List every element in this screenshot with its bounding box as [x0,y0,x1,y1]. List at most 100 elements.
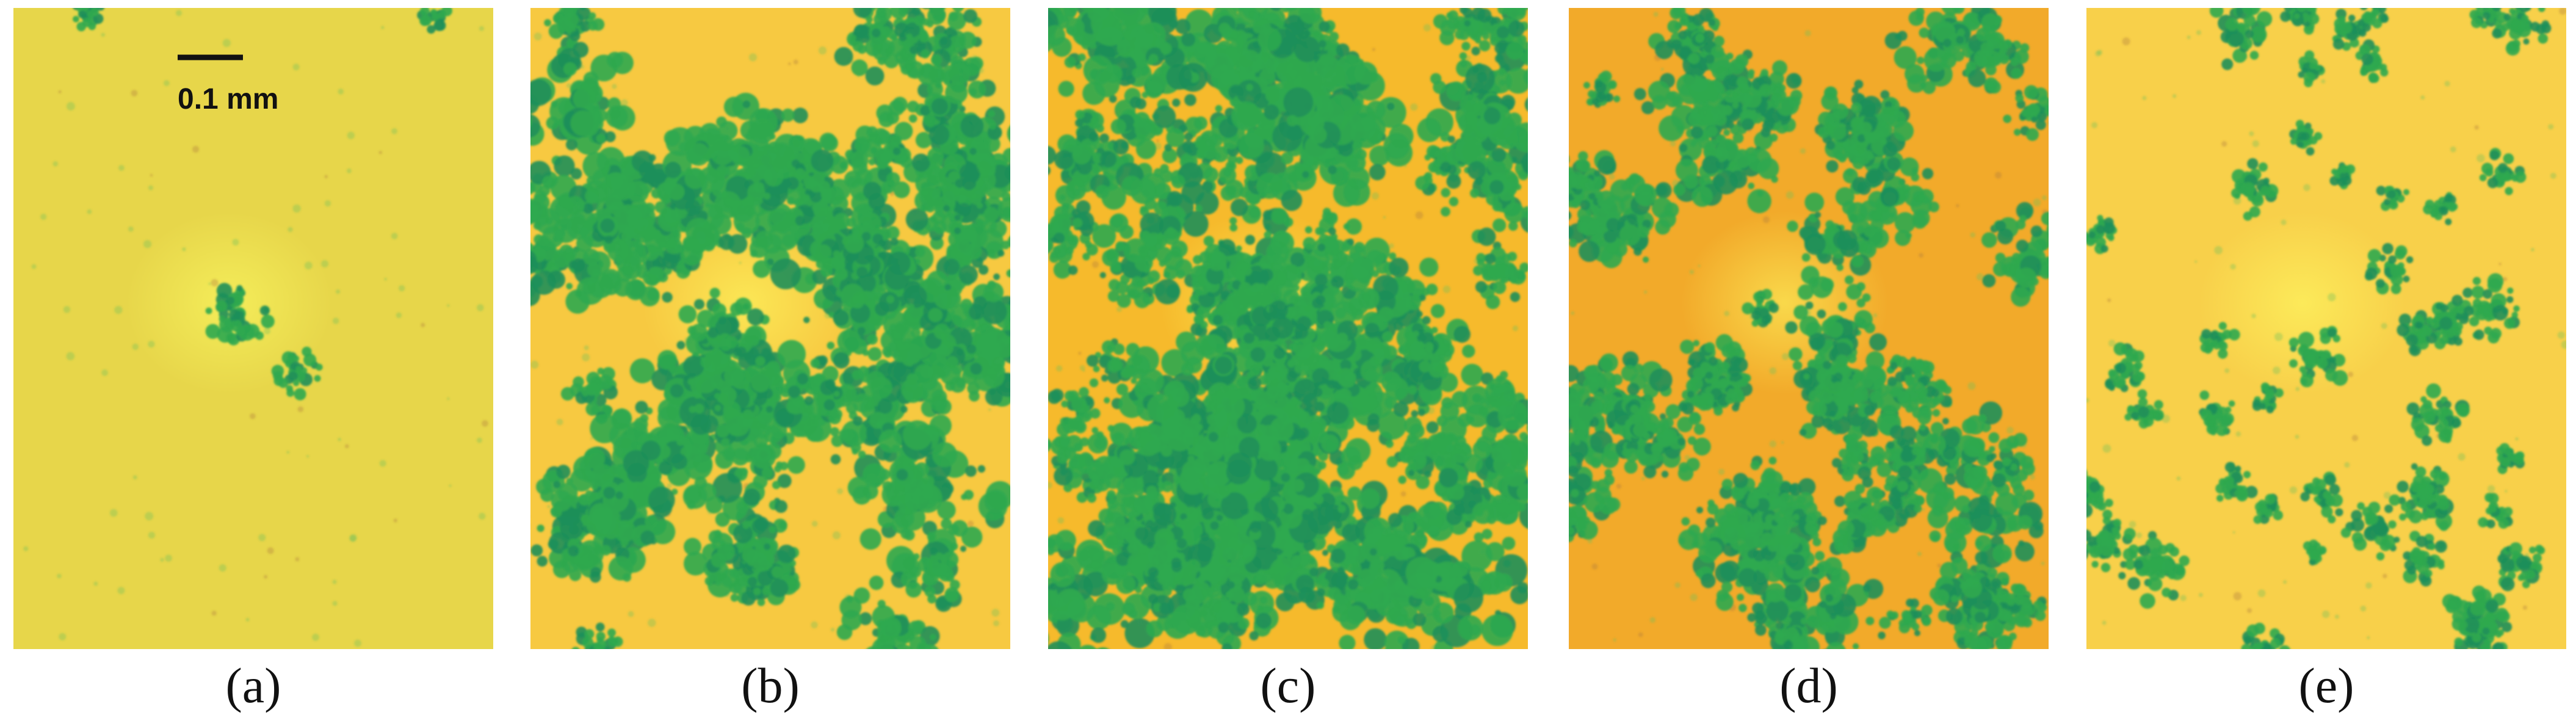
particle [607,628,616,637]
particle [819,181,831,193]
speck [391,233,398,239]
particle [1007,236,1010,247]
particle [710,140,735,165]
particle [593,643,599,649]
particle [820,191,827,198]
speck [447,397,450,401]
particle [834,46,853,66]
particle [963,490,974,500]
particle [878,429,902,453]
particle [96,8,105,11]
particle [922,8,931,9]
speck [175,10,183,16]
particle [1478,40,1491,52]
particle [881,648,888,649]
particle [592,651,599,658]
particle [1386,456,1398,468]
particle [657,350,678,370]
speck [250,413,256,419]
speck [1442,285,1451,293]
particle [892,96,908,112]
speck [1091,261,1099,268]
particle [1007,125,1010,142]
particle [1131,377,1137,384]
particle [766,405,773,413]
speck [991,608,1000,617]
particle [844,233,864,254]
particle [927,8,946,25]
particle [806,180,814,187]
particle [989,122,997,130]
particle [707,327,718,338]
particle [1322,294,1337,309]
particle [902,420,933,451]
speck [1048,482,1052,489]
particle [960,545,967,552]
particle [902,459,914,471]
particle [497,238,520,261]
particle [750,372,771,393]
particle [427,25,436,34]
particle [600,474,613,487]
speck [449,484,452,487]
particle [899,648,906,649]
particle [742,100,751,109]
particle [895,321,908,334]
particle [803,194,810,201]
particle [1462,8,1472,18]
particle [733,524,753,543]
particle [530,296,531,299]
speck [379,460,386,467]
particle [793,140,800,147]
particle [877,56,886,65]
particle [720,438,730,448]
particle [994,338,1010,358]
particle [821,134,839,152]
speck [1389,243,1394,249]
particle [764,167,784,187]
particle [680,242,703,266]
particle [657,406,682,430]
particle [1284,8,1298,11]
particle [680,446,692,458]
particle [908,114,917,123]
particle [947,11,966,31]
particle [1378,411,1407,440]
particle [742,522,750,529]
particle [516,265,530,278]
particle [571,258,585,272]
particle [1212,314,1223,325]
particle [959,31,977,49]
particle [597,368,604,375]
particle [1411,410,1419,418]
particle [421,15,432,26]
particle [892,147,901,155]
particle [1035,293,1046,305]
particle [833,310,849,326]
particle [1079,387,1089,397]
particle [1416,475,1430,490]
particle [932,442,958,468]
particle [512,177,523,188]
speck [295,557,300,562]
speck [232,239,239,246]
particle [574,0,588,2]
particle [570,31,581,42]
particle [852,393,872,413]
particle [856,192,864,199]
particle [876,8,886,16]
particle [576,235,593,252]
particle [811,149,834,172]
speck [324,175,328,179]
particle [938,369,946,378]
speck [332,318,339,324]
speck [132,343,139,350]
particle [1101,340,1115,354]
particle [830,454,841,465]
speck [145,512,154,521]
speck [391,128,397,134]
particle [636,267,648,279]
particle [1019,381,1041,402]
particle [582,203,594,214]
particle [571,647,580,649]
